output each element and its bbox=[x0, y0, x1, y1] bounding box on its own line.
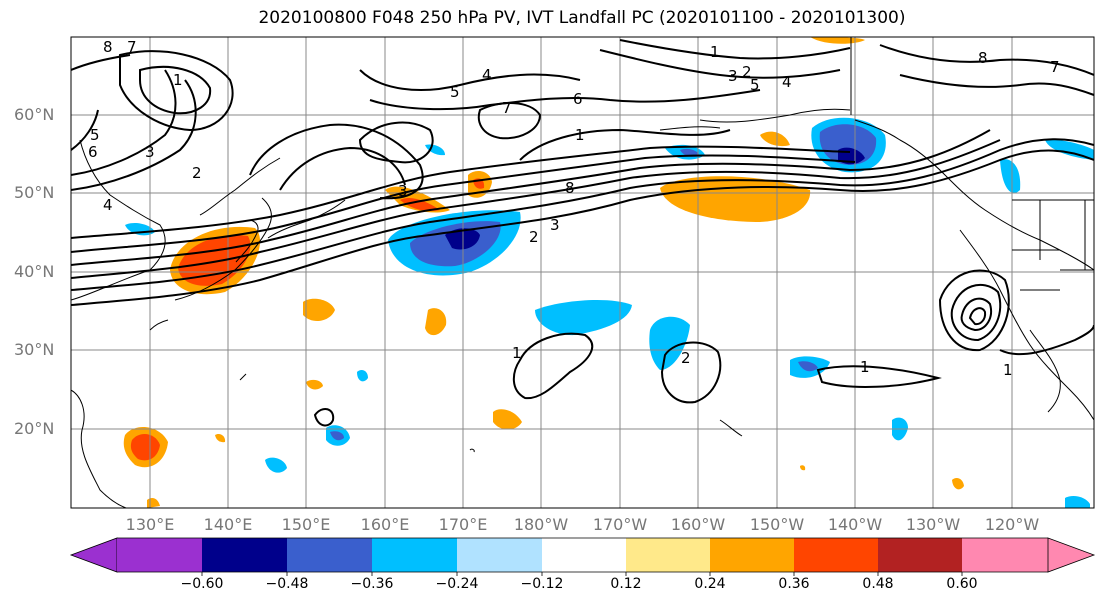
colorbar-segment bbox=[542, 538, 626, 572]
lon-label: 130°W bbox=[905, 515, 961, 534]
lon-label: 130°E bbox=[125, 515, 175, 534]
lon-label: 140°E bbox=[203, 515, 253, 534]
contour-label: 5 bbox=[750, 76, 760, 94]
lon-label: 150°E bbox=[281, 515, 331, 534]
contour-label: 6 bbox=[88, 143, 98, 161]
colorbar-tick-label: −0.60 bbox=[180, 576, 224, 592]
lat-label: 60°N bbox=[14, 105, 55, 124]
contour-label: 8 bbox=[565, 179, 575, 197]
colorbar-extend-low bbox=[69, 537, 118, 573]
colorbar-segment bbox=[457, 538, 542, 572]
contour-label: 3 bbox=[728, 67, 738, 85]
lon-label: 160°W bbox=[670, 515, 726, 534]
contour-label: 3 bbox=[398, 182, 408, 200]
lon-label: 160°E bbox=[360, 515, 410, 534]
coastlines bbox=[71, 37, 1094, 508]
colorbar-segment bbox=[962, 538, 1048, 572]
contour-label: 7 bbox=[1050, 58, 1060, 76]
contour-label: 3 bbox=[550, 216, 560, 234]
contour-label: 2 bbox=[681, 349, 691, 367]
lat-label: 30°N bbox=[14, 340, 55, 359]
contour-label: 4 bbox=[482, 66, 492, 84]
colorbar-tick-label: 0.12 bbox=[610, 576, 642, 592]
lat-label: 20°N bbox=[14, 419, 55, 438]
lon-label: 180°W bbox=[513, 515, 569, 534]
contour-label: 4 bbox=[103, 196, 113, 214]
contour-label: 1 bbox=[575, 126, 585, 144]
pv-contours bbox=[71, 39, 1094, 427]
lon-label: 170°W bbox=[592, 515, 648, 534]
colorbar-tick-label: −0.48 bbox=[265, 576, 309, 592]
contour-label: 1 bbox=[1003, 361, 1013, 379]
contour-label: 6 bbox=[573, 90, 583, 108]
colorbar-tick-label: −0.24 bbox=[435, 576, 479, 592]
contour-label: 1 bbox=[860, 358, 870, 376]
colorbar-tick-label: 0.36 bbox=[778, 576, 810, 592]
contour-label: 1 bbox=[173, 71, 183, 89]
lat-label: 50°N bbox=[14, 183, 55, 202]
map-frame bbox=[70, 36, 1095, 509]
contour-label: 7 bbox=[127, 38, 137, 56]
colorbar-segment bbox=[710, 538, 794, 572]
contour-labels: 8 7 1 2 3 5 4 6 8 7 1 2 3 4 5 6 7 8 2 3 … bbox=[88, 38, 1060, 379]
contour-label: 5 bbox=[90, 126, 100, 144]
lon-label: 150°W bbox=[749, 515, 805, 534]
colorbar-segment bbox=[117, 538, 202, 572]
contour-label: 2 bbox=[192, 164, 202, 182]
colorbar-tick-label: 0.60 bbox=[946, 576, 978, 592]
lon-label: 170°E bbox=[438, 515, 488, 534]
colorbar-tick-label: −0.36 bbox=[350, 576, 394, 592]
colorbar-segment bbox=[372, 538, 457, 572]
lon-label: 120°W bbox=[984, 515, 1040, 534]
contour-label: 7 bbox=[502, 99, 512, 117]
colorbar-segment bbox=[878, 538, 962, 572]
colorbar-segment bbox=[287, 538, 372, 572]
colorbar-segment bbox=[794, 538, 878, 572]
contour-label: 3 bbox=[145, 143, 155, 161]
contour-label: 8 bbox=[978, 49, 988, 67]
colorbar-segment bbox=[626, 538, 710, 572]
contour-label: 8 bbox=[103, 38, 113, 56]
contour-label: 1 bbox=[710, 43, 720, 61]
lon-label: 140°W bbox=[827, 515, 883, 534]
contour-label: 2 bbox=[742, 63, 752, 81]
map-title: 2020100800 F048 250 hPa PV, IVT Landfall… bbox=[258, 8, 906, 28]
contour-label: 4 bbox=[782, 73, 792, 91]
colorbar bbox=[69, 537, 1096, 576]
colorbar-tick-label: 0.24 bbox=[694, 576, 726, 592]
contour-label: 2 bbox=[529, 228, 539, 246]
colorbar-extend-high bbox=[1047, 537, 1096, 573]
lat-label: 40°N bbox=[14, 262, 55, 281]
colorbar-tick-label: 0.48 bbox=[862, 576, 894, 592]
colorbar-segment bbox=[202, 538, 287, 572]
colorbar-tick-label: −0.12 bbox=[520, 576, 564, 592]
contour-label: 5 bbox=[450, 83, 460, 101]
contour-label: 1 bbox=[512, 344, 522, 362]
